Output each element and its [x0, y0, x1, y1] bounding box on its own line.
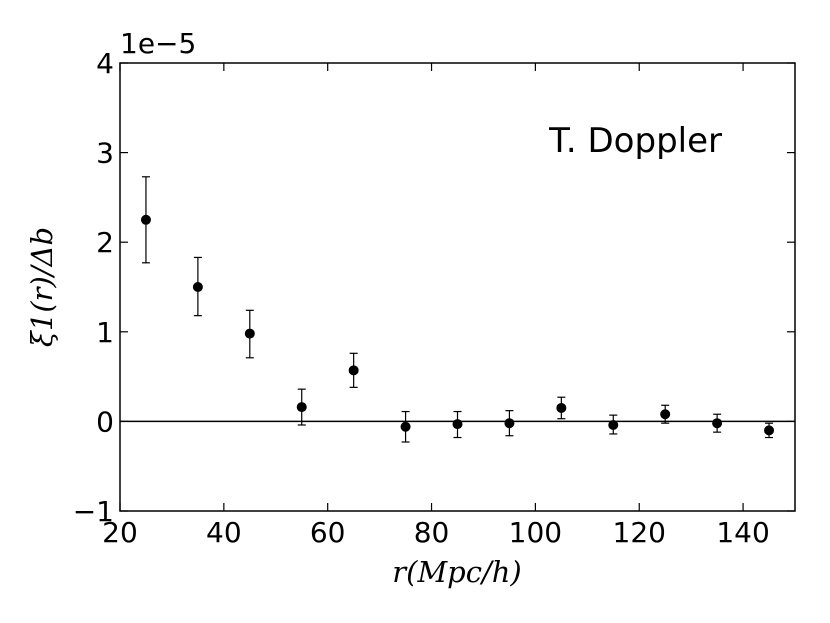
x-tick-label: 80 — [414, 516, 450, 549]
x-tick-label: 100 — [509, 516, 562, 549]
data-point — [400, 421, 411, 432]
y-offset-label: 1e−5 — [120, 27, 196, 60]
x-tick-label: 60 — [310, 516, 346, 549]
x-tick-label: 40 — [206, 516, 242, 549]
x-tick-label: 20 — [102, 516, 138, 549]
x-tick-label: 140 — [716, 516, 769, 549]
x-axis-ticks: 20 40 60 80 100 120 140 — [102, 63, 770, 549]
data-point — [556, 402, 567, 413]
x-tick-label: 120 — [613, 516, 666, 549]
y-tick-label: −1 — [73, 495, 114, 528]
data-points — [140, 176, 775, 443]
y-tick-label: 2 — [96, 226, 114, 259]
annotation-label: T. Doppler — [548, 121, 722, 161]
data-point — [192, 282, 203, 292]
data-point — [140, 214, 151, 225]
data-point — [712, 418, 723, 429]
y-tick-label: 3 — [96, 137, 114, 170]
data-point — [504, 418, 515, 429]
data-point — [660, 409, 671, 420]
plot-frame — [119, 62, 796, 512]
data-point — [296, 402, 307, 413]
y-tick-label: 4 — [96, 47, 114, 80]
data-point — [452, 419, 463, 430]
data-point — [608, 419, 619, 430]
data-point — [764, 425, 775, 436]
data-point — [244, 328, 255, 339]
y-tick-label: 1 — [96, 316, 114, 349]
y-axis-title: ξ1(r)/Δb — [25, 227, 59, 347]
data-point — [348, 365, 359, 376]
y-axis-ticks: −1 0 1 2 3 4 — [73, 47, 795, 528]
y-tick-label: 0 — [96, 405, 114, 438]
x-axis-title: r(Mpc/h) — [392, 555, 521, 589]
